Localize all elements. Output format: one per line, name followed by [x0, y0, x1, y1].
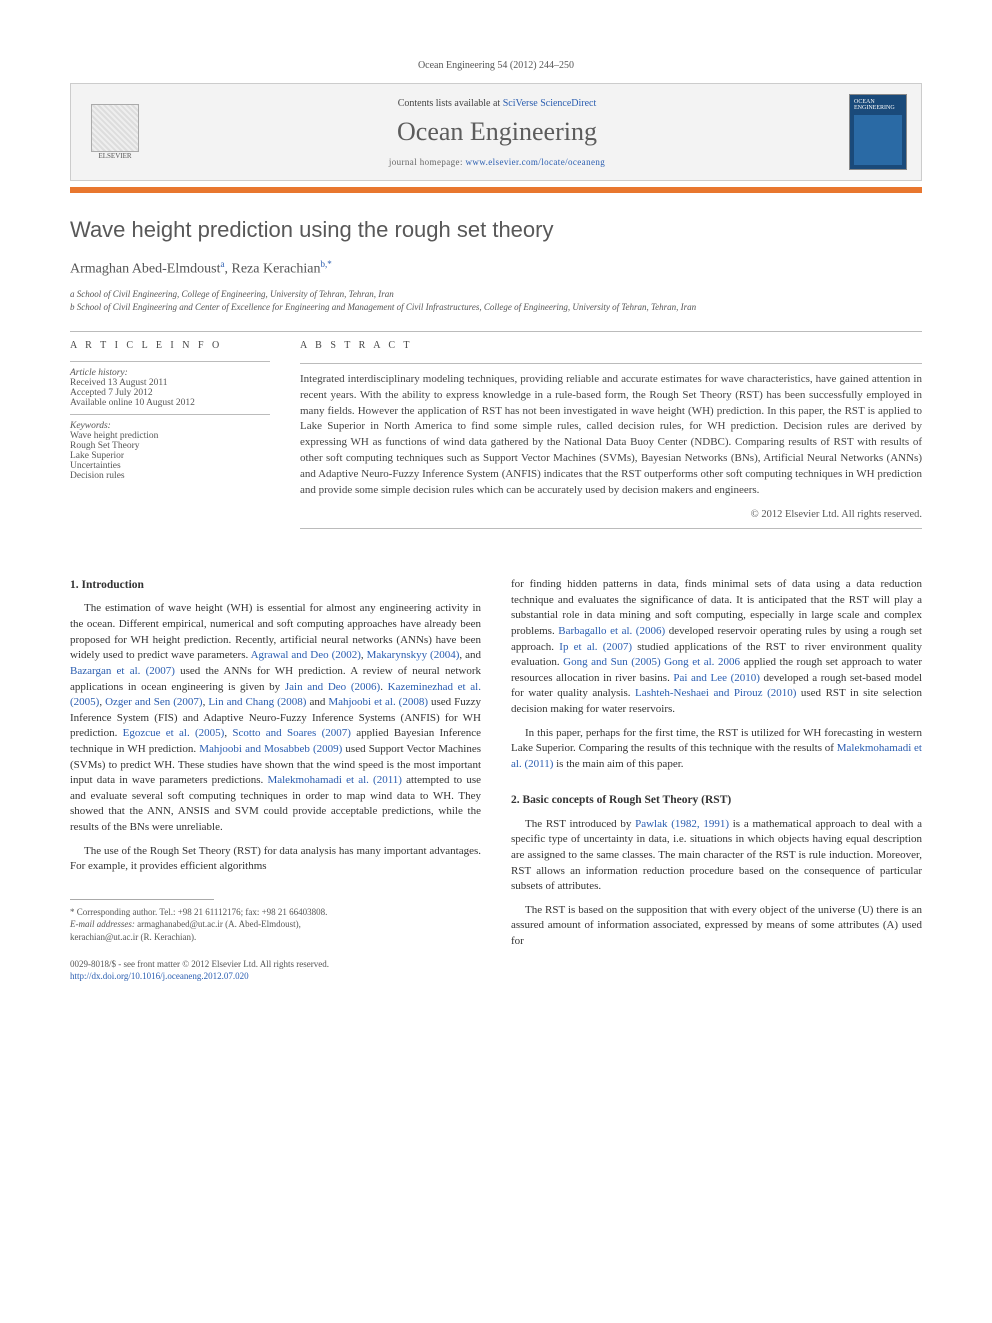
author-2: Reza Kerachian	[231, 262, 320, 277]
header-center: Contents lists available at SciVerse Sci…	[159, 98, 835, 167]
divider	[300, 528, 922, 529]
email-line: E-mail addresses: armaghanabed@ut.ac.ir …	[70, 918, 481, 931]
keyword: Lake Superior	[70, 451, 270, 461]
body-paragraph: The use of the Rough Set Theory (RST) fo…	[70, 844, 481, 875]
abstract-column: A B S T R A C T Integrated interdiscipli…	[300, 340, 922, 538]
elsevier-logo: ELSEVIER	[85, 99, 145, 165]
section-1-heading: 1. Introduction	[70, 577, 481, 593]
divider	[70, 361, 270, 362]
divider	[300, 363, 922, 364]
citation-link[interactable]: Lin and Chang (2008)	[208, 696, 306, 708]
citation-link[interactable]: Malekmohamadi et al. (2011)	[267, 774, 402, 786]
citation-link[interactable]: Mahjoobi and Mosabbeb (2009)	[199, 743, 342, 755]
abstract-text: Integrated interdisciplinary modeling te…	[300, 372, 922, 500]
author-1: Armaghan Abed-Elmdoust	[70, 262, 220, 277]
keyword: Uncertainties	[70, 461, 270, 471]
citation-link[interactable]: Scotto and Soares (2007)	[232, 727, 351, 739]
journal-header: ELSEVIER Contents lists available at Sci…	[70, 83, 922, 181]
citation-link[interactable]: Pai and Lee (2010)	[673, 672, 760, 684]
citation-link[interactable]: Ip et al. (2007)	[559, 641, 632, 653]
author-list: Armaghan Abed-Elmdousta, Reza Kerachianb…	[70, 259, 922, 278]
citation-link[interactable]: Egozcue et al. (2005)	[123, 727, 225, 739]
author-2-affil: b,*	[320, 259, 331, 269]
keywords-label: Keywords:	[70, 421, 270, 431]
abstract-heading: A B S T R A C T	[300, 340, 922, 351]
info-abstract-row: A R T I C L E I N F O Article history: R…	[70, 340, 922, 538]
affiliations: a School of Civil Engineering, College o…	[70, 288, 922, 315]
journal-homepage-line: journal homepage: www.elsevier.com/locat…	[159, 157, 835, 167]
body-columns: 1. Introduction The estimation of wave h…	[70, 577, 922, 983]
sciencedirect-link[interactable]: SciVerse ScienceDirect	[503, 98, 597, 109]
contents-prefix: Contents lists available at	[398, 98, 503, 109]
corresponding-author-note: * Corresponding author. Tel.: +98 21 611…	[70, 906, 481, 919]
online-date: Available online 10 August 2012	[70, 398, 270, 408]
body-paragraph: The RST introduced by Pawlak (1982, 1991…	[511, 817, 922, 895]
footnotes: * Corresponding author. Tel.: +98 21 611…	[70, 906, 481, 944]
contents-available-line: Contents lists available at SciVerse Sci…	[159, 98, 835, 109]
history-label: Article history:	[70, 368, 270, 378]
citation-link[interactable]: Agrawal and Deo (2002)	[251, 649, 361, 661]
text: is the main aim of this paper.	[553, 758, 683, 770]
homepage-prefix: journal homepage:	[389, 157, 466, 167]
citation-link[interactable]: Lashteh-Neshaei and Pirouz (2010)	[635, 687, 796, 699]
elsevier-tree-icon	[91, 104, 139, 152]
citation-link[interactable]: Gong and Sun (2005) Gong et al. 2006	[563, 656, 740, 668]
text: The RST introduced by	[525, 818, 635, 830]
right-column: for finding hidden patterns in data, fin…	[511, 577, 922, 983]
text: and	[306, 696, 328, 708]
text: , and	[459, 649, 481, 661]
citation-line: Ocean Engineering 54 (2012) 244–250	[70, 60, 922, 71]
email-label: E-mail addresses:	[70, 919, 135, 929]
body-paragraph: The RST is based on the supposition that…	[511, 903, 922, 950]
orange-divider-bar	[70, 187, 922, 193]
divider	[70, 414, 270, 415]
abstract-copyright: © 2012 Elsevier Ltd. All rights reserved…	[300, 509, 922, 520]
email-2: kerachian@ut.ac.ir (R. Kerachian).	[70, 931, 481, 944]
body-paragraph: for finding hidden patterns in data, fin…	[511, 577, 922, 717]
cover-art-icon	[854, 115, 902, 165]
article-info-heading: A R T I C L E I N F O	[70, 340, 270, 351]
text: .	[380, 681, 387, 693]
citation-link[interactable]: Pawlak (1982, 1991)	[635, 818, 729, 830]
body-paragraph: The estimation of wave height (WH) is es…	[70, 601, 481, 835]
keyword: Wave height prediction	[70, 431, 270, 441]
doi-block: 0029-8018/$ - see front matter © 2012 El…	[70, 958, 481, 983]
affiliation-a: a School of Civil Engineering, College o…	[70, 288, 922, 302]
keyword: Rough Set Theory	[70, 441, 270, 451]
citation-link[interactable]: Ozger and Sen (2007)	[105, 696, 203, 708]
cover-label: OCEAN ENGINEERING	[854, 99, 902, 111]
accepted-date: Accepted 7 July 2012	[70, 388, 270, 398]
journal-homepage-link[interactable]: www.elsevier.com/locate/oceaneng	[466, 157, 606, 167]
citation-link[interactable]: Jain and Deo (2006)	[285, 681, 380, 693]
citation-link[interactable]: Bazargan et al. (2007)	[70, 665, 175, 677]
email-1: armaghanabed@ut.ac.ir (A. Abed-Elmdoust)…	[135, 919, 301, 929]
body-paragraph: In this paper, perhaps for the first tim…	[511, 726, 922, 773]
affiliation-b: b School of Civil Engineering and Center…	[70, 301, 922, 315]
citation-link[interactable]: Makarynskyy (2004)	[367, 649, 460, 661]
left-column: 1. Introduction The estimation of wave h…	[70, 577, 481, 983]
citation-link[interactable]: Barbagallo et al. (2006)	[558, 625, 665, 637]
article-title: Wave height prediction using the rough s…	[70, 217, 922, 243]
issn-copyright-line: 0029-8018/$ - see front matter © 2012 El…	[70, 958, 481, 971]
section-2-heading: 2. Basic concepts of Rough Set Theory (R…	[511, 792, 922, 808]
received-date: Received 13 August 2011	[70, 378, 270, 388]
doi-link[interactable]: http://dx.doi.org/10.1016/j.oceaneng.201…	[70, 970, 481, 983]
divider	[70, 331, 922, 332]
journal-cover-thumbnail: OCEAN ENGINEERING	[849, 94, 907, 170]
publisher-name: ELSEVIER	[98, 152, 131, 160]
journal-title: Ocean Engineering	[159, 117, 835, 147]
citation-link[interactable]: Mahjoobi et al. (2008)	[328, 696, 428, 708]
keyword: Decision rules	[70, 471, 270, 481]
footnote-rule	[70, 899, 214, 900]
article-info-column: A R T I C L E I N F O Article history: R…	[70, 340, 270, 538]
